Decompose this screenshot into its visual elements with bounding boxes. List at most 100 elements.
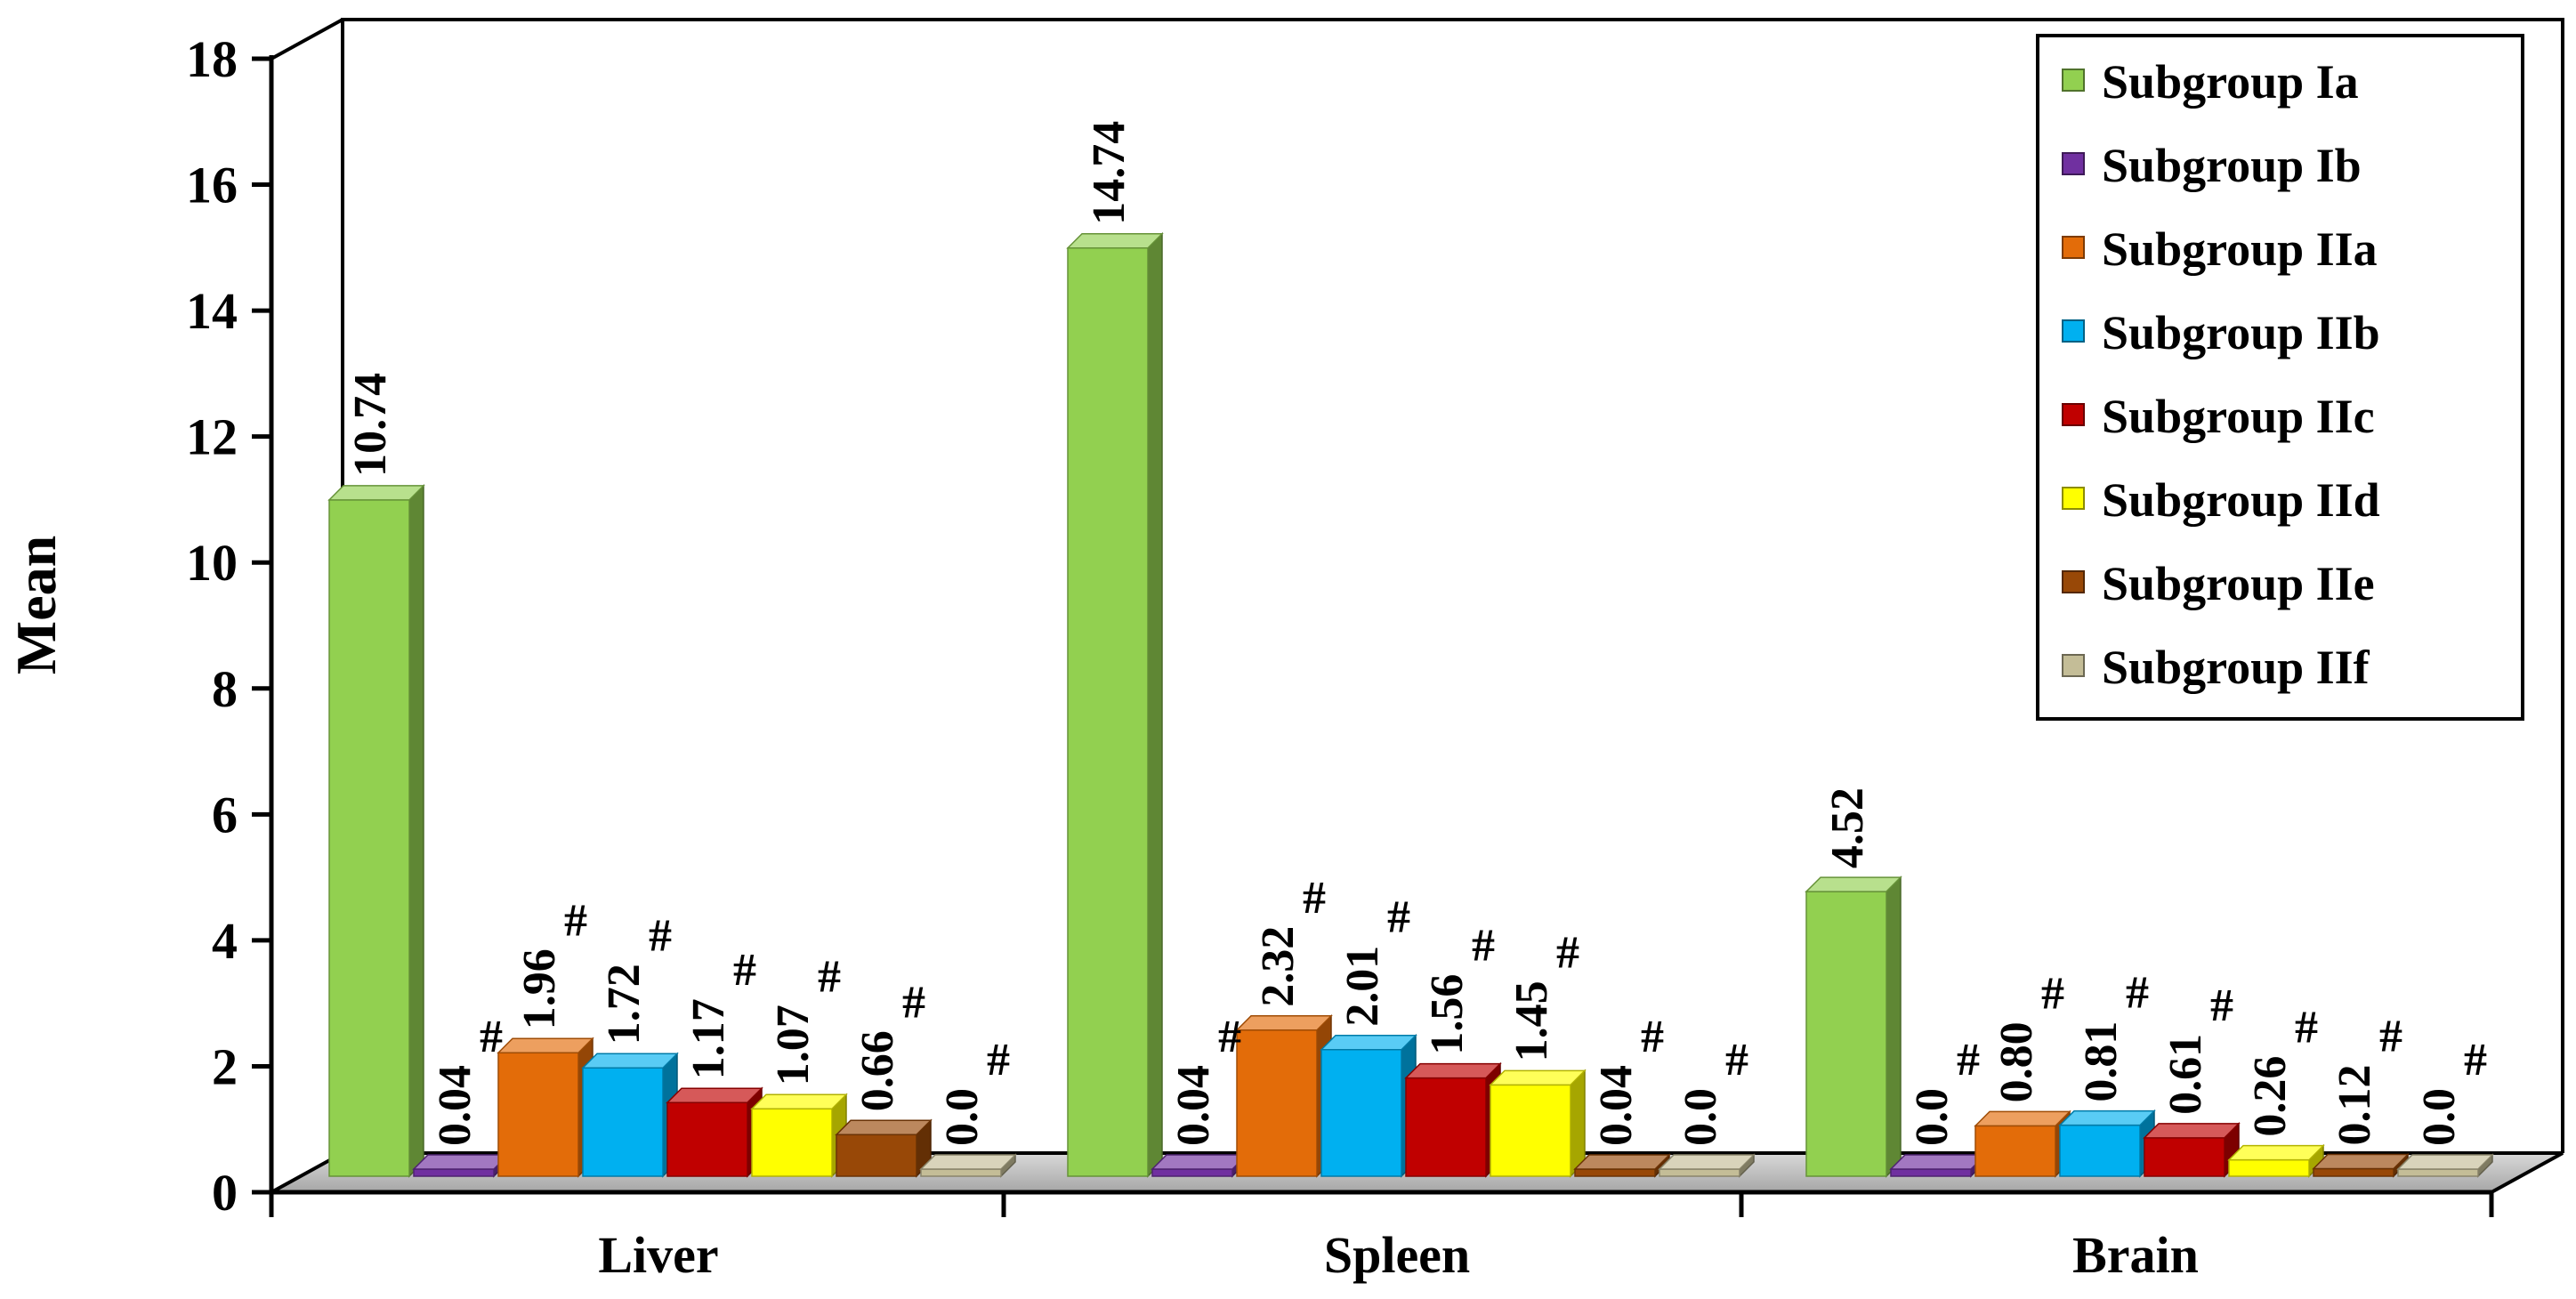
data-label: 0.61 [2160, 1034, 2211, 1115]
legend-swatch [2062, 152, 2085, 175]
data-label: 1.72 [599, 964, 650, 1045]
bar [1658, 1153, 1756, 1178]
legend-box [2036, 34, 2524, 721]
bar-top [1489, 1069, 1587, 1086]
bar-top [1889, 1154, 1987, 1170]
legend-swatch [2062, 570, 2085, 593]
bar-front [2397, 1168, 2479, 1177]
bar-front [2313, 1167, 2394, 1177]
bar-top [2143, 1123, 2241, 1139]
legend-label: Subgroup Ia [2102, 55, 2359, 109]
bar [2227, 1143, 2325, 1178]
bar-top [750, 1093, 848, 1110]
y-tick-label: 10 [186, 534, 238, 592]
data-label: 0.0 [937, 1088, 988, 1146]
y-tick-label: 12 [186, 408, 238, 466]
bar-front [497, 1052, 579, 1177]
bar-front [1320, 1048, 1402, 1177]
bar [1805, 875, 1902, 1178]
significance-mark: # [1556, 927, 1579, 978]
bar-front [1659, 1168, 1740, 1177]
significance-mark: # [1303, 873, 1326, 924]
data-label: 1.07 [768, 1005, 819, 1085]
bar [2396, 1153, 2494, 1178]
data-label: 0.04 [1168, 1065, 1219, 1146]
bar-top [919, 1154, 1017, 1170]
bar [750, 1093, 848, 1178]
bar-side [1886, 875, 1902, 1178]
y-tick-label: 14 [186, 282, 238, 340]
significance-mark: # [2295, 1003, 2318, 1053]
legend-swatch [2062, 487, 2085, 510]
significance-mark: # [2379, 1012, 2402, 1062]
bar-top [581, 1053, 679, 1069]
data-label: 1.56 [1422, 974, 1473, 1055]
bar-front [751, 1108, 833, 1177]
bar-top [1320, 1034, 1417, 1051]
bar-front [920, 1168, 1002, 1177]
significance-mark: # [564, 895, 587, 946]
bar-front [582, 1067, 664, 1177]
significance-mark: # [1472, 921, 1495, 972]
significance-mark: # [1641, 1012, 1664, 1062]
legend-label: Subgroup Ib [2102, 139, 2362, 192]
legend-swatch [2062, 319, 2085, 343]
bar-front [1067, 246, 1149, 1177]
significance-mark: # [1218, 1012, 1241, 1062]
bar-front [1490, 1084, 1571, 1177]
bar-top [327, 485, 425, 501]
bar-front [666, 1101, 748, 1177]
bar [2143, 1122, 2241, 1178]
y-tick-label: 6 [212, 786, 238, 843]
bar-front [2059, 1124, 2141, 1177]
bar-front [1890, 1168, 1972, 1177]
bar-front [1151, 1168, 1233, 1177]
bar [1320, 1033, 1417, 1178]
significance-mark: # [987, 1035, 1010, 1085]
legend-swatch [2062, 403, 2085, 426]
significance-mark: # [902, 977, 925, 1028]
bar [1573, 1153, 1671, 1178]
bar-top [1805, 876, 1902, 892]
legend-label: Subgroup IId [2102, 473, 2380, 527]
bar [1404, 1061, 1502, 1178]
bar-front [836, 1134, 917, 1177]
data-label: 0.0 [2414, 1088, 2465, 1146]
bar [581, 1052, 679, 1178]
legend-label: Subgroup IIc [2102, 390, 2375, 443]
significance-mark: # [2464, 1035, 2487, 1085]
bar [327, 484, 425, 1178]
y-tick-label: 18 [186, 30, 238, 88]
significance-mark: # [2210, 980, 2233, 1031]
significance-mark: # [480, 1012, 503, 1062]
y-tick-label: 8 [212, 660, 238, 718]
legend-label: Subgroup IIa [2102, 222, 2378, 276]
bar-top [2396, 1154, 2494, 1170]
bar [1066, 231, 1164, 1178]
bar-front [1574, 1168, 1656, 1177]
legend-label: Subgroup IIb [2102, 306, 2380, 359]
bar [1489, 1069, 1587, 1178]
data-label: 1.96 [514, 948, 565, 1029]
significance-mark: # [649, 910, 672, 961]
y-tick-label: 16 [186, 157, 238, 214]
bar-top [1573, 1154, 1671, 1170]
legend-swatch [2062, 69, 2085, 92]
legend-swatch [2062, 236, 2085, 259]
significance-mark: # [2126, 968, 2149, 1019]
data-label: 0.0 [1907, 1088, 1958, 1146]
data-label: 0.81 [2076, 1021, 2127, 1102]
bar [1235, 1013, 1333, 1178]
data-label: 1.17 [683, 998, 734, 1079]
significance-mark: # [1725, 1035, 1748, 1085]
x-tick-label: Brain [2072, 1226, 2199, 1284]
bar-front [2144, 1137, 2225, 1177]
significance-mark: # [818, 951, 841, 1002]
legend-label: Subgroup IIe [2102, 557, 2375, 610]
significance-mark: # [1387, 892, 1410, 943]
bar [919, 1153, 1017, 1178]
bar-top [1658, 1154, 1756, 1170]
data-label: 0.66 [852, 1030, 903, 1111]
bar-top [1235, 1015, 1333, 1031]
bar-front [1974, 1125, 2056, 1177]
